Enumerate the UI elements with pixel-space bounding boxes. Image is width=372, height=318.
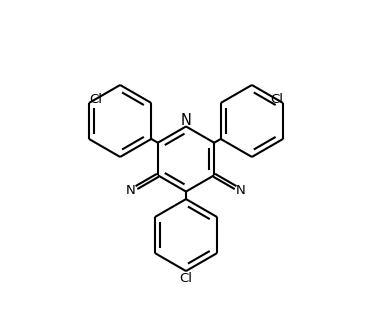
Text: Cl: Cl xyxy=(270,93,283,106)
Text: N: N xyxy=(180,113,192,128)
Text: Cl: Cl xyxy=(180,272,192,285)
Text: N: N xyxy=(236,184,246,197)
Text: N: N xyxy=(126,184,136,197)
Text: Cl: Cl xyxy=(89,93,102,106)
